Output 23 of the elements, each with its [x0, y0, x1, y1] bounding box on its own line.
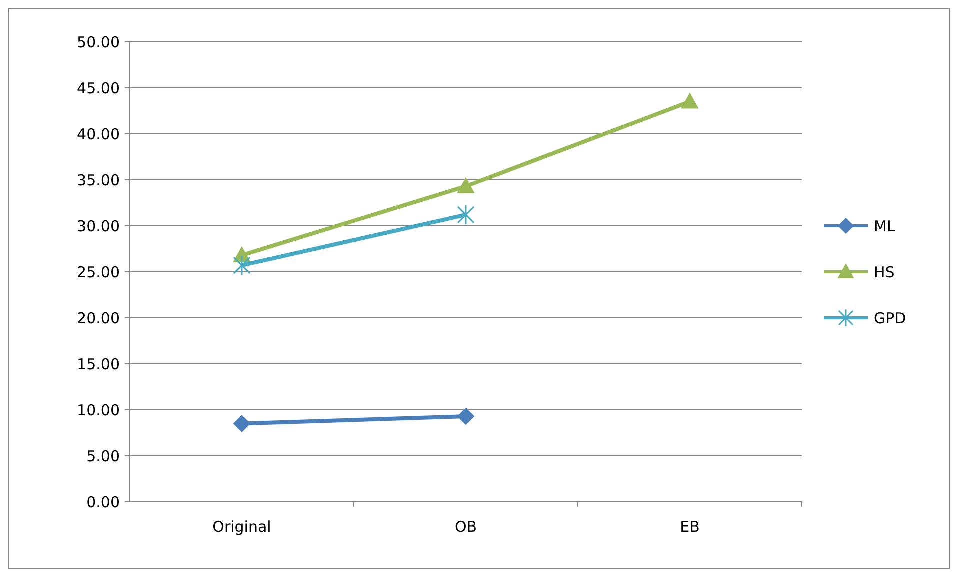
- x-tick-label: OB: [454, 518, 478, 536]
- y-tick-label: 5.00: [86, 447, 120, 466]
- y-tick-label: 15.00: [77, 355, 120, 374]
- y-tick-label: 50.00: [77, 33, 120, 52]
- y-tick-label: 25.00: [77, 263, 120, 282]
- y-tick-label: 30.00: [77, 217, 120, 236]
- y-tick-label: 20.00: [77, 309, 120, 328]
- point: [234, 415, 250, 432]
- point: [682, 93, 698, 109]
- x-tick-label: EB: [680, 518, 700, 536]
- y-tick-label: 10.00: [77, 401, 120, 420]
- y-tick-label: 40.00: [77, 125, 120, 144]
- legend-label: ML: [874, 217, 896, 236]
- point: [233, 255, 251, 276]
- point: [458, 178, 474, 194]
- point: [458, 408, 474, 425]
- point: [457, 204, 475, 226]
- y-tick-label: 0.00: [86, 493, 120, 512]
- x-tick-label: Original: [212, 518, 272, 536]
- y-tick-label: 45.00: [77, 79, 120, 98]
- legend-label: GPD: [874, 309, 906, 328]
- y-tick-label: 35.00: [77, 171, 120, 190]
- legend-label: HS: [874, 263, 895, 282]
